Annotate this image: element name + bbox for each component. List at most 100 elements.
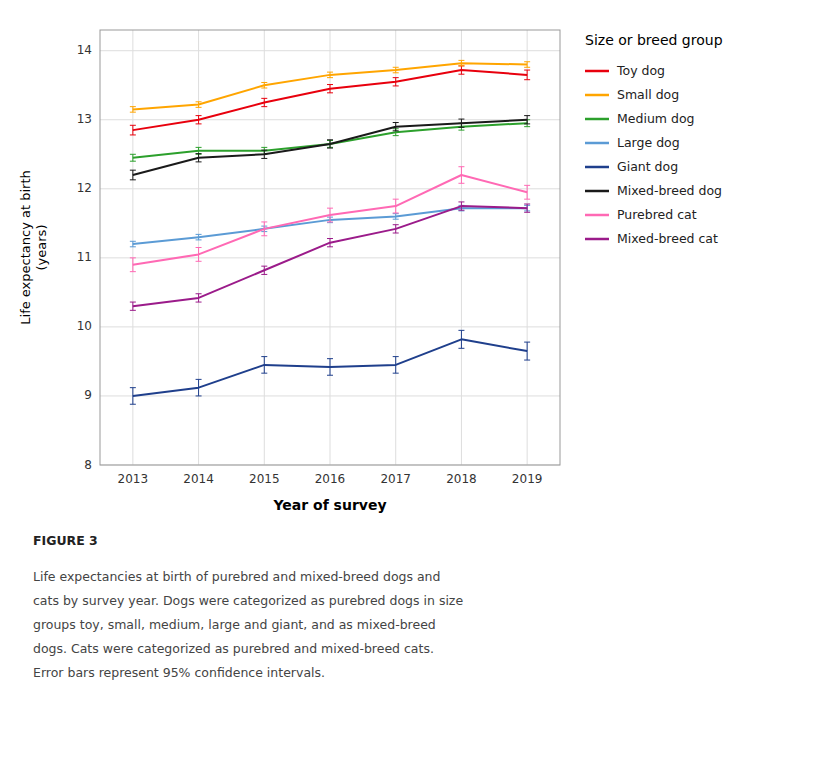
- error-bar: [393, 67, 399, 73]
- legend-swatch: [585, 238, 609, 241]
- error-bar: [393, 123, 399, 131]
- grid-line: [264, 30, 265, 465]
- legend-label: Toy dog: [616, 63, 665, 78]
- error-bar: [458, 119, 464, 127]
- legend-swatch: [585, 190, 609, 193]
- y-tick-label: 14: [77, 43, 92, 57]
- legend-label: Purebred cat: [617, 207, 697, 222]
- legend-label: Mixed-breed cat: [617, 231, 718, 246]
- error-bar: [393, 199, 399, 213]
- error-bar: [393, 78, 399, 86]
- y-tick-label: 11: [77, 250, 92, 264]
- legend-swatch: [585, 118, 609, 121]
- caption-line: dogs. Cats were categorized as purebred …: [33, 641, 434, 656]
- x-tick-label: 2016: [315, 472, 346, 486]
- grid-line: [330, 30, 331, 465]
- series-line: [133, 63, 527, 109]
- error-bar: [261, 222, 267, 236]
- series-line: [133, 175, 527, 265]
- error-bar: [130, 388, 136, 405]
- error-bar: [196, 116, 202, 124]
- error-bar: [130, 258, 136, 272]
- error-bar: [261, 150, 267, 158]
- grid-line: [527, 30, 528, 465]
- series: [130, 60, 530, 112]
- series: [130, 330, 530, 404]
- error-bar: [130, 154, 136, 161]
- error-bar: [327, 72, 333, 78]
- series-line: [133, 206, 527, 306]
- error-bar: [524, 62, 530, 68]
- series-line: [133, 120, 527, 175]
- caption-line: cats by survey year. Dogs were categoriz…: [33, 593, 463, 608]
- error-bar: [196, 294, 202, 302]
- error-bar: [196, 102, 202, 108]
- y-tick-label: 8: [84, 458, 92, 472]
- error-bar: [130, 170, 136, 180]
- legend: Size or breed groupToy dogSmall dogMediu…: [585, 32, 723, 246]
- plot-frame: [100, 30, 560, 465]
- error-bar: [327, 208, 333, 222]
- series: [130, 120, 530, 161]
- error-bar: [458, 60, 464, 66]
- caption-title: FIGURE 3: [33, 533, 98, 548]
- x-tick-label: 2018: [446, 472, 477, 486]
- error-bar: [327, 85, 333, 93]
- legend-swatch: [585, 166, 609, 169]
- error-bar: [196, 154, 202, 162]
- legend-swatch: [585, 214, 609, 217]
- error-bar: [458, 66, 464, 74]
- x-tick-label: 2014: [183, 472, 214, 486]
- error-bar: [261, 82, 267, 88]
- series: [130, 202, 530, 310]
- error-bar: [130, 107, 136, 113]
- x-axis-label: Year of survey: [272, 497, 386, 513]
- legend-label: Medium dog: [617, 111, 694, 126]
- y-tick-label: 13: [77, 112, 92, 126]
- caption-line: Life expectancies at birth of purebred a…: [33, 569, 440, 584]
- error-bar: [130, 302, 136, 310]
- error-bar: [196, 379, 202, 396]
- error-bar: [458, 330, 464, 348]
- legend-label: Giant dog: [617, 159, 678, 174]
- series: [130, 205, 530, 246]
- error-bar: [393, 214, 399, 220]
- error-bar: [393, 225, 399, 233]
- y-axis-label-line: Life expectancy at birth: [18, 170, 33, 324]
- y-axis-label-line: (years): [34, 225, 49, 271]
- y-axis-label: Life expectancy at birth(years): [18, 170, 49, 324]
- grid-line: [395, 30, 396, 465]
- error-bar: [130, 125, 136, 135]
- x-tick-label: 2017: [380, 472, 411, 486]
- error-bar: [261, 357, 267, 374]
- grid: [100, 30, 560, 465]
- error-bar: [458, 167, 464, 184]
- error-bar: [196, 234, 202, 240]
- y-tick-label: 10: [77, 319, 92, 333]
- grid-line: [461, 30, 462, 465]
- series-line: [133, 70, 527, 130]
- legend-swatch: [585, 70, 609, 73]
- error-bar: [524, 70, 530, 80]
- error-bar: [261, 98, 267, 106]
- error-bar: [524, 185, 530, 199]
- legend-swatch: [585, 142, 609, 145]
- chart: 8910111213142013201420152016201720182019…: [0, 0, 824, 759]
- caption: FIGURE 3 Life expectancies at birth of pu…: [33, 533, 463, 680]
- caption-line: groups toy, small, medium, large and gia…: [33, 617, 436, 632]
- y-tick-label: 9: [84, 388, 92, 402]
- error-bar: [327, 239, 333, 247]
- x-tick-label: 2015: [249, 472, 280, 486]
- series: [130, 116, 530, 180]
- x-tick-label: 2013: [118, 472, 149, 486]
- plot-data: [130, 60, 530, 404]
- error-bar: [130, 241, 136, 247]
- legend-swatch: [585, 94, 609, 97]
- legend-label: Mixed-breed dog: [617, 183, 722, 198]
- legend-label: Large dog: [617, 135, 680, 150]
- error-bar: [327, 359, 333, 376]
- series-line: [133, 123, 527, 158]
- series: [130, 167, 530, 272]
- legend-title: Size or breed group: [585, 32, 723, 48]
- error-bar: [524, 116, 530, 124]
